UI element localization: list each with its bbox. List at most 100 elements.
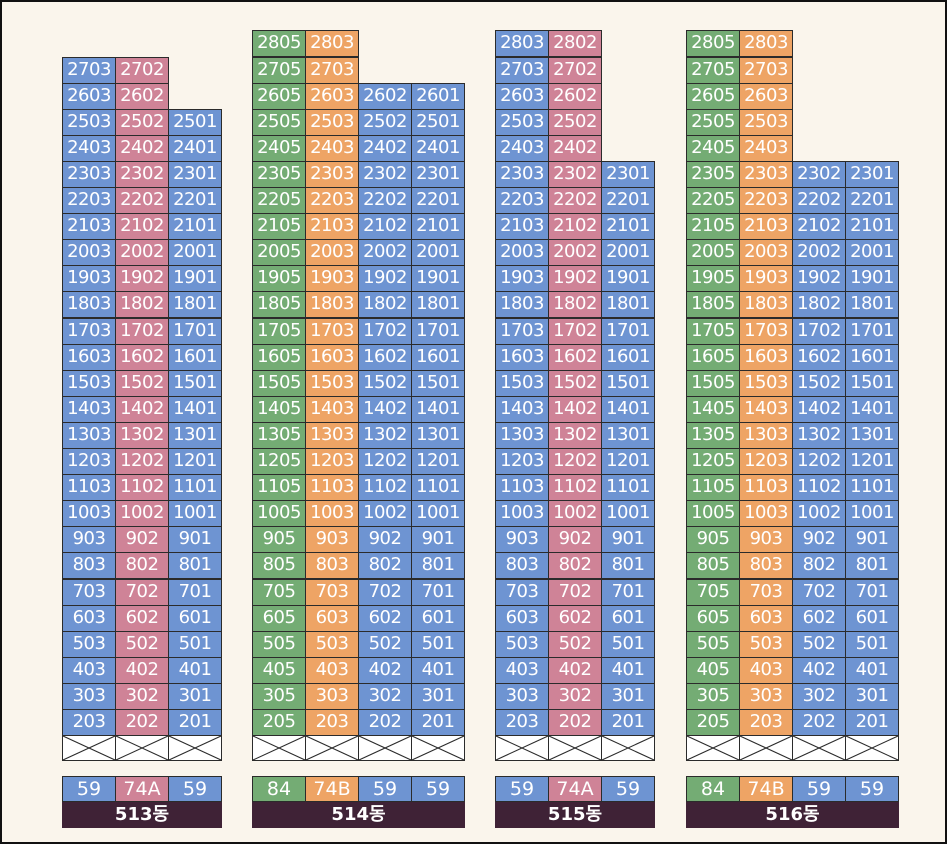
unit-cell: 403 bbox=[305, 656, 359, 684]
unit-cell: 2505 bbox=[252, 108, 306, 136]
unit-cell: 1605 bbox=[686, 343, 740, 371]
unit-cell: 2001 bbox=[411, 239, 465, 267]
unit-cell: 1703 bbox=[495, 317, 549, 345]
unit-cell: 1201 bbox=[845, 448, 899, 476]
unit-cell: 1002 bbox=[548, 500, 602, 528]
unit-cell: 1605 bbox=[252, 343, 306, 371]
unit-cell: 1201 bbox=[601, 448, 655, 476]
unit-cell: 605 bbox=[252, 604, 306, 632]
unit-cell: 902 bbox=[548, 526, 602, 554]
unit-cell: 805 bbox=[686, 552, 740, 580]
unit-cell: 303 bbox=[739, 682, 793, 710]
unit-cell: 1502 bbox=[115, 369, 169, 397]
unit-cell: 2402 bbox=[548, 134, 602, 162]
unit-cell: 2501 bbox=[168, 108, 222, 136]
unit-cell: 2502 bbox=[358, 108, 412, 136]
unit-cell: 1702 bbox=[358, 317, 412, 345]
unit-type-label: 74A bbox=[115, 776, 169, 802]
unit-cell: 1401 bbox=[845, 395, 899, 423]
unit-cell: 603 bbox=[305, 604, 359, 632]
unit-cell: 901 bbox=[168, 526, 222, 554]
unit-cell: 2203 bbox=[739, 187, 793, 215]
unit-cell: 402 bbox=[548, 656, 602, 684]
unit-cell: 702 bbox=[115, 578, 169, 606]
unit-cell: 602 bbox=[792, 604, 846, 632]
pilotis-cross-icon bbox=[845, 735, 899, 761]
unit-cell: 2403 bbox=[62, 134, 116, 162]
unit-cell: 201 bbox=[168, 709, 222, 737]
unit-cell: 2703 bbox=[305, 56, 359, 84]
unit-cell: 1103 bbox=[739, 474, 793, 502]
unit-cell: 2603 bbox=[305, 82, 359, 110]
unit-cell: 1202 bbox=[358, 448, 412, 476]
unit-type-label: 84 bbox=[252, 776, 306, 802]
unit-cell: 1302 bbox=[792, 421, 846, 449]
unit-cell: 1505 bbox=[252, 369, 306, 397]
unit-cell: 2201 bbox=[601, 187, 655, 215]
unit-cell: 1105 bbox=[252, 474, 306, 502]
unit-cell: 501 bbox=[601, 630, 655, 658]
unit-cell: 803 bbox=[305, 552, 359, 580]
unit-cell: 301 bbox=[168, 682, 222, 710]
unit-cell: 2005 bbox=[252, 239, 306, 267]
unit-cell: 2002 bbox=[792, 239, 846, 267]
unit-cell: 1505 bbox=[686, 369, 740, 397]
unit-cell: 1602 bbox=[115, 343, 169, 371]
unit-cell: 1602 bbox=[358, 343, 412, 371]
unit-type-label: 59 bbox=[62, 776, 116, 802]
unit-cell: 1103 bbox=[62, 474, 116, 502]
unit-cell: 2605 bbox=[686, 82, 740, 110]
unit-cell: 1501 bbox=[845, 369, 899, 397]
unit-cell: 803 bbox=[62, 552, 116, 580]
unit-cell: 701 bbox=[601, 578, 655, 606]
unit-cell: 2003 bbox=[495, 239, 549, 267]
pilotis-cross-icon bbox=[495, 735, 549, 761]
unit-cell: 602 bbox=[548, 604, 602, 632]
unit-cell: 705 bbox=[686, 578, 740, 606]
unit-cell: 1803 bbox=[739, 291, 793, 319]
unit-cell: 502 bbox=[115, 630, 169, 658]
unit-cell: 2405 bbox=[252, 134, 306, 162]
unit-cell: 2302 bbox=[115, 160, 169, 188]
unit-type-label: 74B bbox=[739, 776, 793, 802]
unit-cell: 2301 bbox=[168, 160, 222, 188]
unit-cell: 1303 bbox=[62, 421, 116, 449]
unit-cell: 2602 bbox=[548, 82, 602, 110]
unit-cell: 1501 bbox=[411, 369, 465, 397]
unit-cell: 1401 bbox=[411, 395, 465, 423]
unit-cell: 2102 bbox=[115, 213, 169, 241]
unit-cell: 203 bbox=[305, 709, 359, 737]
unit-type-label: 74A bbox=[548, 776, 602, 802]
unit-cell: 1101 bbox=[411, 474, 465, 502]
unit-cell: 1602 bbox=[792, 343, 846, 371]
unit-cell: 802 bbox=[792, 552, 846, 580]
unit-cell: 601 bbox=[411, 604, 465, 632]
unit-cell: 201 bbox=[845, 709, 899, 737]
unit-cell: 1203 bbox=[739, 448, 793, 476]
unit-cell: 2202 bbox=[358, 187, 412, 215]
unit-cell: 1603 bbox=[62, 343, 116, 371]
unit-cell: 1102 bbox=[548, 474, 602, 502]
unit-cell: 1405 bbox=[252, 395, 306, 423]
unit-type-label: 59 bbox=[495, 776, 549, 802]
unit-cell: 2802 bbox=[548, 30, 602, 58]
unit-cell: 603 bbox=[739, 604, 793, 632]
unit-cell: 505 bbox=[252, 630, 306, 658]
unit-cell: 2603 bbox=[62, 82, 116, 110]
unit-cell: 801 bbox=[411, 552, 465, 580]
unit-cell: 2301 bbox=[601, 160, 655, 188]
unit-cell: 2102 bbox=[792, 213, 846, 241]
building-name-label: 514동 bbox=[252, 802, 465, 828]
unit-cell: 1902 bbox=[792, 265, 846, 293]
unit-cell: 2205 bbox=[686, 187, 740, 215]
unit-cell: 2401 bbox=[411, 134, 465, 162]
unit-cell: 702 bbox=[792, 578, 846, 606]
building-name-label: 516동 bbox=[686, 802, 899, 828]
unit-cell: 1703 bbox=[62, 317, 116, 345]
unit-cell: 1601 bbox=[168, 343, 222, 371]
unit-cell: 1901 bbox=[411, 265, 465, 293]
unit-cell: 1203 bbox=[305, 448, 359, 476]
unit-cell: 1502 bbox=[792, 369, 846, 397]
unit-cell: 1202 bbox=[792, 448, 846, 476]
